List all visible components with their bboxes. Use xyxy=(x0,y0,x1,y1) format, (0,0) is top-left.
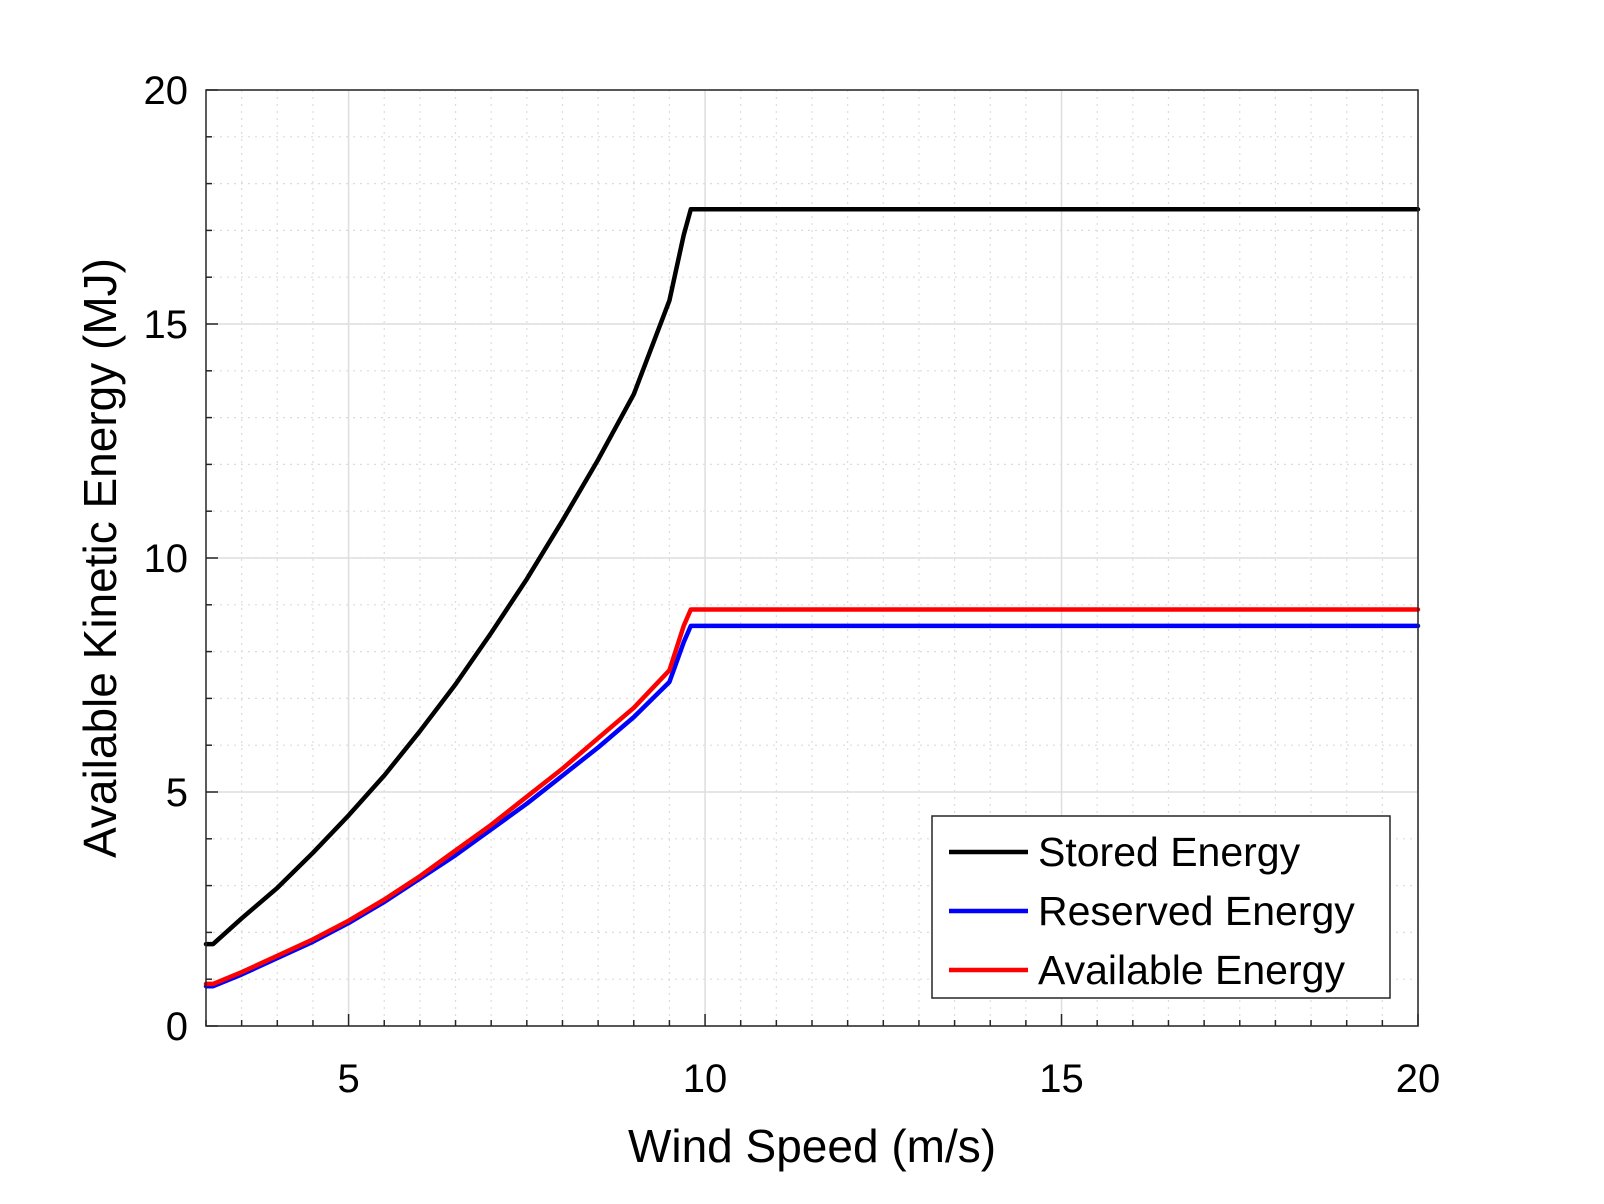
x-tick-label: 5 xyxy=(337,1057,359,1101)
y-tick-label: 20 xyxy=(144,69,189,113)
x-tick-label: 10 xyxy=(683,1057,728,1101)
y-tick-label: 0 xyxy=(166,1005,188,1049)
series-line-1 xyxy=(203,207,1421,947)
y-tick-label: 15 xyxy=(144,303,189,347)
legend: Stored Energy Reserved Energy Available En… xyxy=(931,815,1391,999)
x-tick-label: 20 xyxy=(1396,1057,1441,1101)
legend-label: Reserved Energy xyxy=(1038,888,1355,934)
y-tick-label: 5 xyxy=(166,771,188,815)
y-axis-title: Available Kinetic Energy (MJ) xyxy=(74,258,126,858)
legend-label: Available Energy xyxy=(1038,947,1345,993)
series-line-3 xyxy=(203,607,1421,987)
legend-label: Stored Energy xyxy=(1038,829,1301,875)
x-tick-label: 15 xyxy=(1039,1057,1084,1101)
legend-box xyxy=(931,815,1391,999)
x-axis-title: Wind Speed (m/s) xyxy=(628,1120,996,1172)
tick-labels: 5 10 15 20 0 5 10 15 20 xyxy=(144,69,1441,1101)
y-tick-label: 10 xyxy=(144,537,189,581)
series-layer xyxy=(203,207,1421,989)
legend-items: Stored Energy Reserved Energy Available En… xyxy=(949,829,1355,993)
axis-ticks xyxy=(205,89,1419,1027)
